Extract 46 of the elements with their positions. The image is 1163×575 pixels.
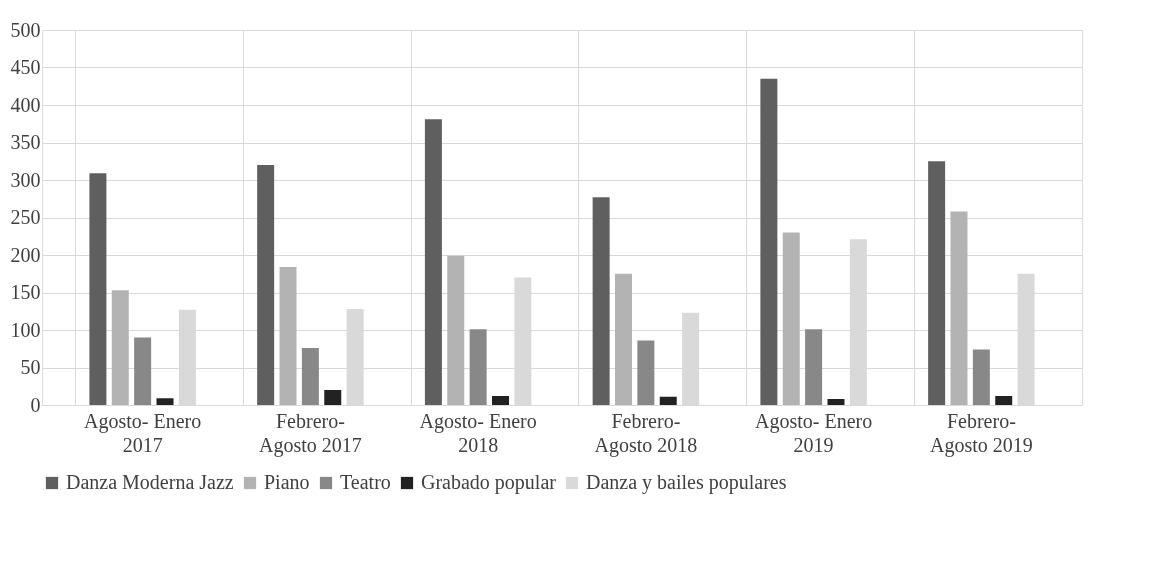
y-tick-label: 450	[10, 56, 41, 78]
legend-label: Piano	[264, 471, 310, 493]
bar	[469, 329, 487, 405]
x-tick-label: Agosto- Enero 2019	[755, 409, 873, 456]
x-tick-label: Febrero- Agosto 2018	[594, 409, 698, 457]
x-tick-label: Agosto- Enero 2017	[84, 409, 202, 456]
x-tick-label: Febrero- Agosto 2017	[258, 409, 362, 457]
bar	[637, 340, 655, 405]
y-tick-label: 300	[10, 168, 41, 191]
bar	[995, 396, 1013, 405]
bar	[805, 329, 823, 405]
y-tick-label: 100	[10, 318, 41, 341]
bar	[156, 398, 174, 405]
bar	[972, 349, 990, 405]
x-tick-label: Agosto- Enero 2018	[419, 409, 537, 456]
x-tick-label: Febrero- Agosto 2019	[929, 409, 1033, 457]
bar	[424, 119, 442, 405]
bar	[760, 78, 778, 405]
legend-label: Danza Moderna Jazz	[66, 471, 234, 493]
bar	[447, 255, 465, 405]
y-tick-label: 150	[10, 281, 41, 303]
y-tick-label: 350	[10, 131, 41, 153]
bar	[782, 232, 800, 405]
bar	[111, 290, 129, 405]
y-tick-label: 500	[10, 18, 41, 41]
legend-label: Danza y bailes populares	[586, 471, 787, 494]
bar	[491, 396, 509, 405]
bar	[928, 161, 946, 405]
bar	[134, 337, 152, 405]
bar	[950, 211, 968, 405]
y-tick-label: 50	[20, 356, 41, 378]
y-tick-label: 400	[10, 93, 41, 116]
legend-label: Grabado popular	[421, 471, 557, 494]
y-tick-label: 200	[10, 243, 41, 266]
bar	[324, 390, 342, 405]
bar	[279, 267, 297, 405]
bar	[301, 348, 319, 405]
y-tick-label: 0	[30, 393, 41, 416]
bar	[659, 396, 677, 405]
legend-label: Teatro	[340, 471, 391, 493]
bar	[592, 197, 610, 405]
y-tick-label: 250	[10, 206, 41, 228]
bar	[827, 399, 845, 405]
bar	[257, 165, 275, 405]
bar	[615, 273, 633, 405]
bar	[89, 173, 107, 405]
